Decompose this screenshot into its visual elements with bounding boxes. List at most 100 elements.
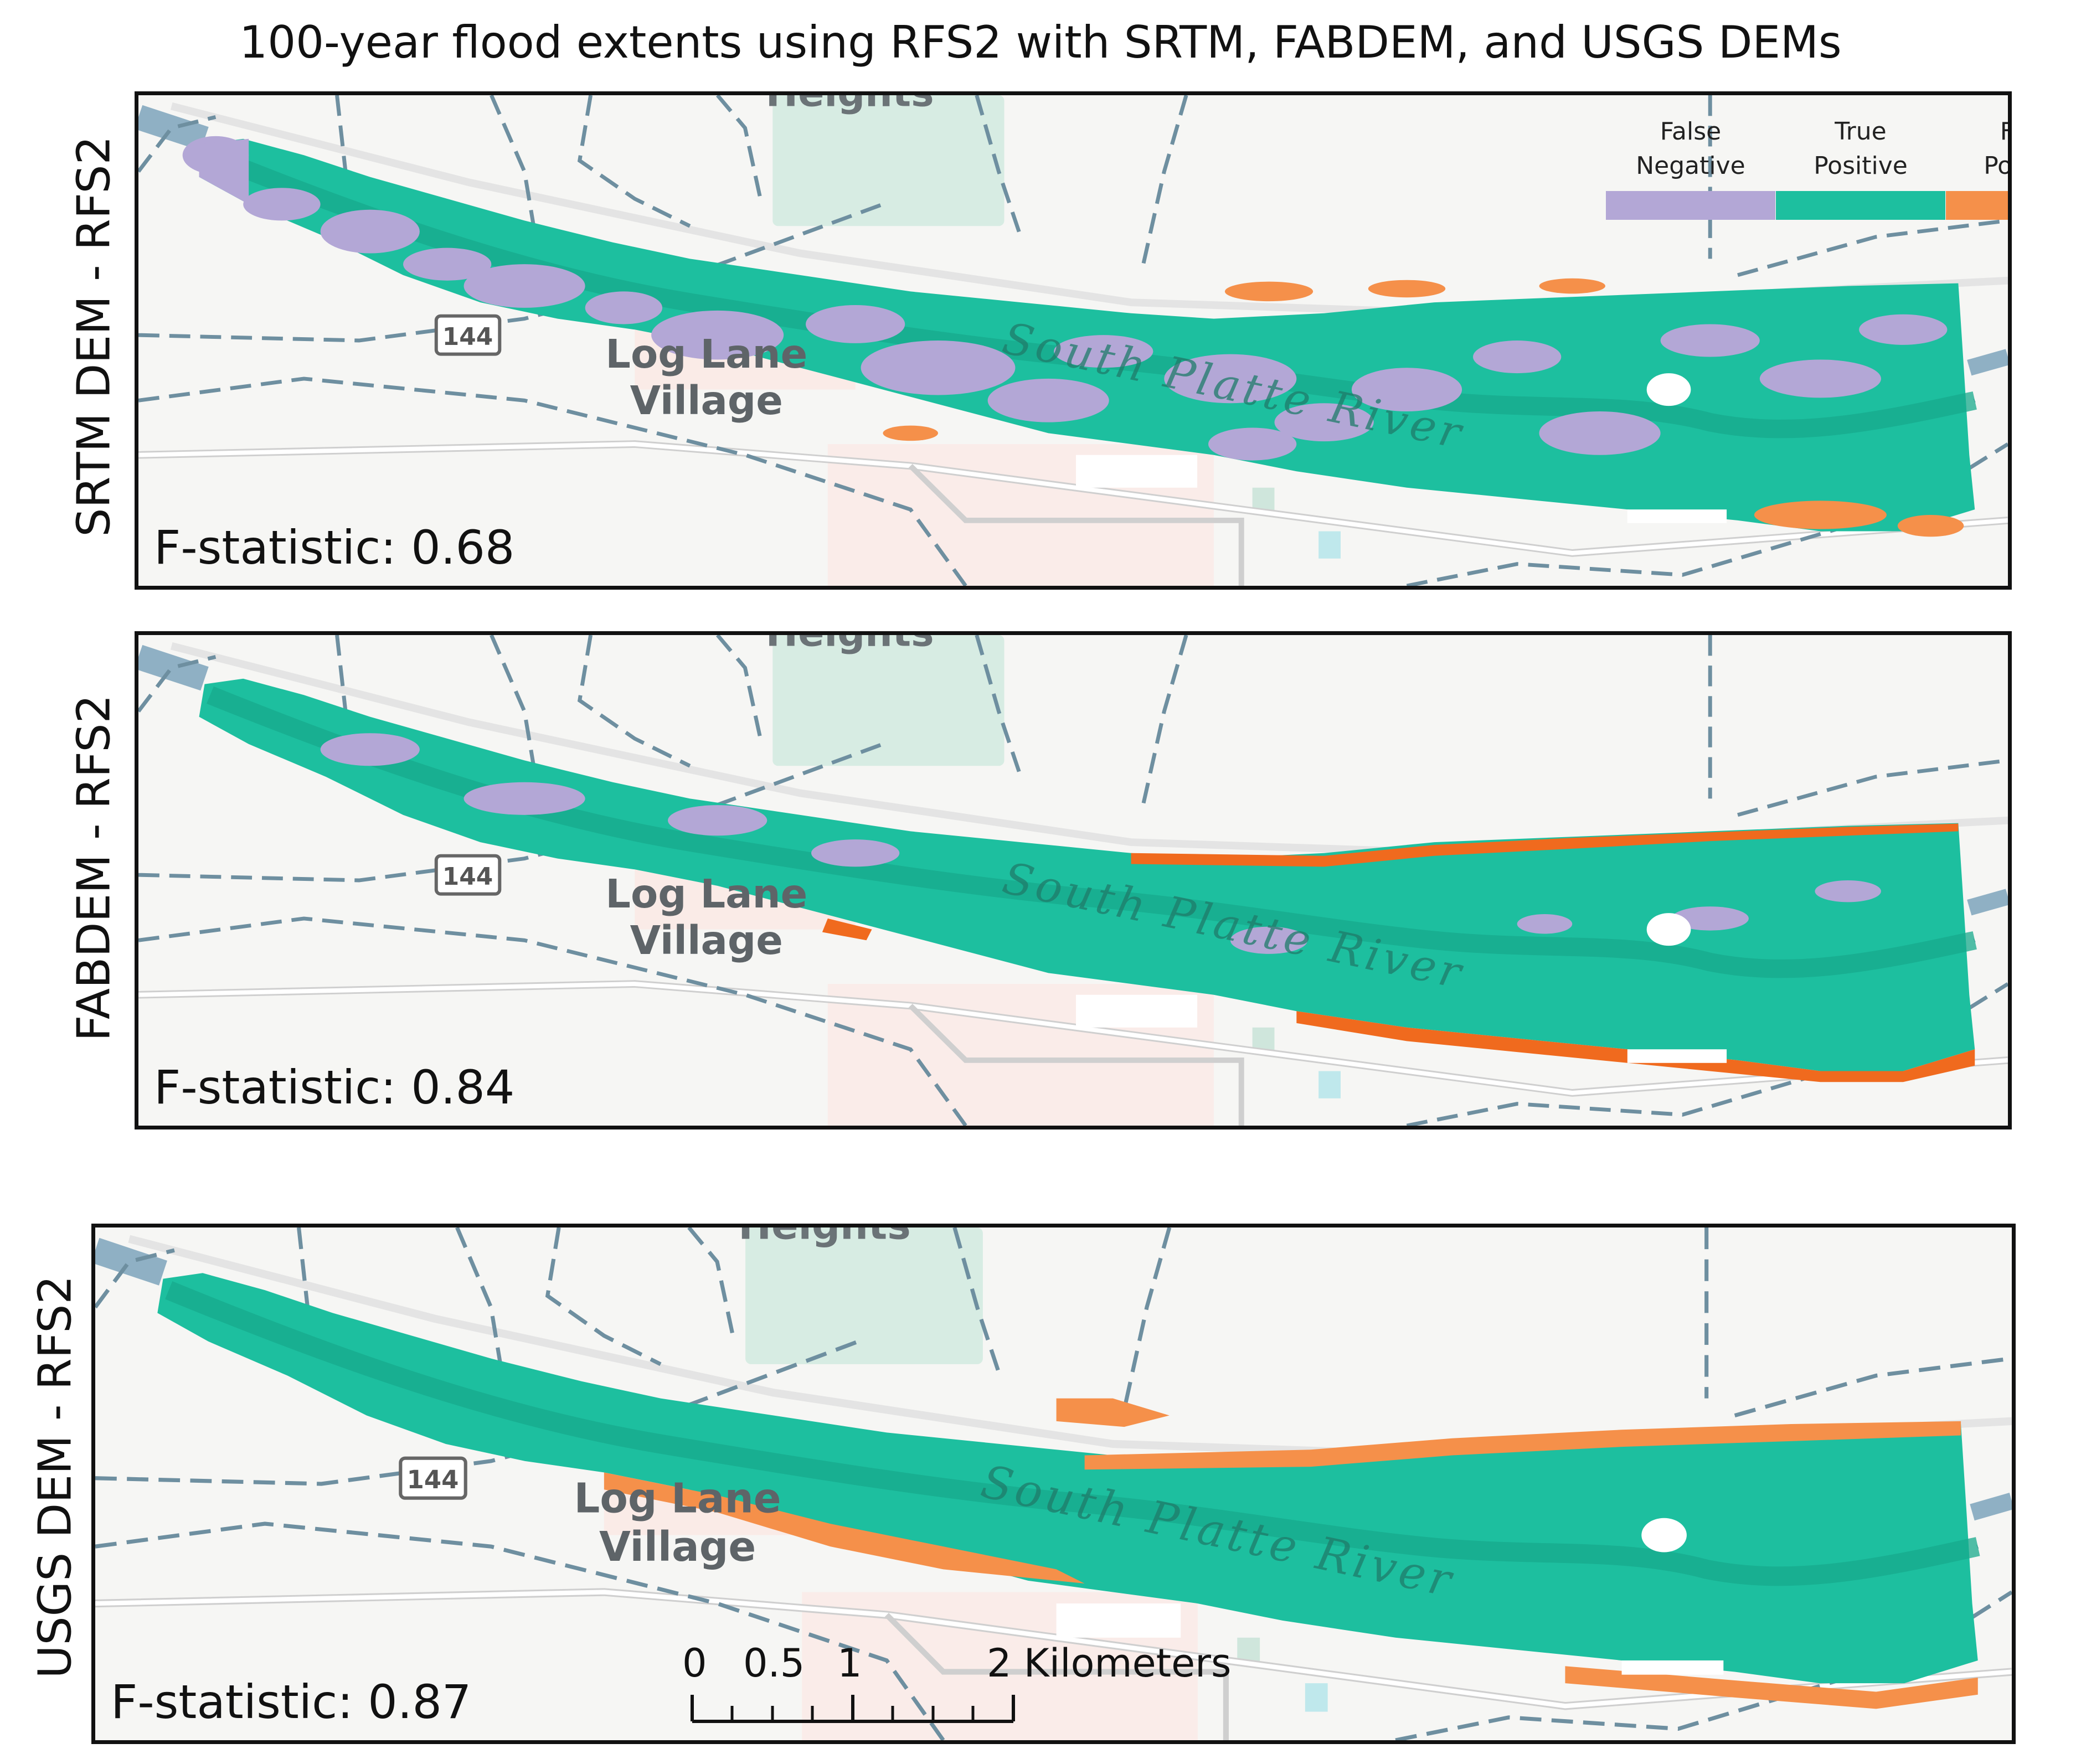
place-label-heights: Heights [766, 95, 934, 116]
river-downstream [1970, 1493, 2012, 1521]
false-negative-patch-14 [1473, 341, 1562, 374]
legend-label-false-positive: FalsePositive [1984, 117, 2012, 180]
river-upstream [138, 105, 209, 151]
false-negative-patch-6 [651, 310, 784, 360]
false-negative-patch-11 [1164, 354, 1297, 404]
boundary-line-1 [138, 376, 967, 586]
highway-road-inner [138, 982, 2008, 1095]
boundary-line-9 [1737, 759, 2008, 817]
boundary-line-11 [1395, 1590, 2012, 1740]
row-label-srtm: SRTM DEM - RFS2 [68, 136, 121, 537]
town-label-line1: Log Lane [605, 871, 807, 917]
dry-hole-3 [1627, 1049, 1727, 1063]
false-negative-patch-1 [463, 782, 585, 815]
dry-hole-1 [1641, 1518, 1687, 1552]
boundary-line-6 [975, 95, 1023, 238]
boundary-line-6 [975, 635, 1023, 778]
boundary-line-5 [715, 95, 764, 205]
small-pond [1318, 1071, 1341, 1098]
boundary-line-10 [138, 655, 217, 713]
boundary-line-3 [490, 95, 538, 238]
scale-label-0-5: 0.5 [743, 1641, 805, 1686]
boundary-line-3 [490, 635, 538, 777]
dry-hole-3 [1621, 1660, 1724, 1675]
false-positive-patch-north [1056, 1398, 1170, 1427]
legend-swatch-false-positive [1946, 191, 2008, 220]
park-area [772, 95, 1005, 226]
false-positive-edge-north [1131, 823, 1959, 867]
false-negative-patch-9 [987, 378, 1109, 422]
dry-hole-3 [1627, 509, 1727, 523]
false-negative-patch-19 [1208, 427, 1297, 461]
false-positive-patch-0 [1224, 281, 1313, 302]
false-negative-patch-16 [1660, 324, 1760, 357]
river-downstream [1967, 889, 2008, 916]
dry-hole-2 [1056, 1603, 1181, 1638]
false-negative-patch-2 [320, 209, 420, 254]
scale-bar-ticks [691, 1695, 1015, 1723]
highway-road-inner [95, 1590, 2012, 1709]
figure-title: 100-year flood extents using RFS2 with S… [239, 17, 1842, 68]
flood-true-positive [199, 678, 1975, 1071]
boundary-line-9 [1737, 219, 2008, 277]
boundary-line-11 [1406, 442, 2008, 586]
side-road [908, 463, 1244, 586]
legend-label-true-positive: True Positive [1814, 117, 1908, 180]
false-negative-patch-12 [1274, 403, 1374, 442]
boundary-line-5 [715, 635, 764, 745]
boundary-line-1 [138, 916, 967, 1126]
false-negative-patch-4 [1230, 926, 1308, 954]
route-shield-label: 144 [442, 863, 493, 891]
small-pond [1318, 531, 1341, 559]
false-negative-patch-5 [585, 291, 663, 324]
route-shield-label: 144 [442, 323, 493, 351]
false-negative-patch-0 [320, 733, 420, 766]
dry-hole-1 [1646, 373, 1691, 406]
boundary-line-9 [1734, 1356, 2012, 1418]
park-area [745, 1227, 983, 1364]
route-shield-box [399, 1456, 467, 1500]
boundary-line-3 [455, 1227, 504, 1376]
small-pond [1305, 1683, 1328, 1712]
false-negative-patch-15 [1539, 411, 1661, 455]
boundary-line-0 [95, 1339, 859, 1486]
false-negative-patch-west [199, 138, 249, 204]
route-shield-box [434, 854, 502, 896]
boundary-line-0 [138, 742, 884, 883]
false-negative-patch-3 [403, 247, 492, 281]
place-label-heights: Heights [738, 1227, 910, 1249]
false-positive-edge-south [1296, 1011, 1975, 1082]
boundary-line-10 [95, 1248, 175, 1309]
false-positive-patch-4 [1897, 515, 1964, 537]
place-label-heights: Heights [766, 635, 934, 656]
false-positive-edge-south [1565, 1666, 1978, 1709]
boundary-line-1 [95, 1521, 945, 1740]
false-positive-edge-north [1084, 1421, 1961, 1470]
town-label-line2: Village [630, 378, 783, 424]
false-negative-patch-4 [463, 264, 585, 308]
dry-hole-1 [1646, 913, 1691, 946]
boundary-line-7 [1122, 1227, 1172, 1411]
false-positive-patch-3 [1754, 501, 1887, 529]
f-statistic-fabdem: F-statistic: 0.84 [154, 1060, 515, 1115]
boundary-line-0 [138, 202, 884, 343]
false-negative-patch-5 [1671, 906, 1749, 931]
row-label-usgs: USGS DEM - RFS2 [29, 1275, 82, 1679]
scale-label-0: 0 [682, 1641, 707, 1686]
side-road [884, 1613, 1229, 1740]
river-upstream [95, 1237, 167, 1286]
river-channel [165, 1281, 1980, 1586]
town-label-line2: Village [630, 917, 783, 963]
false-negative-patch-7 [1517, 914, 1573, 934]
boundary-line-4 [577, 95, 691, 228]
legend-swatch-false-negative [1606, 191, 1775, 220]
boundary-line-7 [1140, 635, 1188, 810]
false-negative-patch-13 [1351, 368, 1462, 411]
boundary-line-11 [1406, 982, 2008, 1126]
town-label-line2: Village [599, 1524, 756, 1571]
boundary-line-4 [545, 1227, 662, 1366]
